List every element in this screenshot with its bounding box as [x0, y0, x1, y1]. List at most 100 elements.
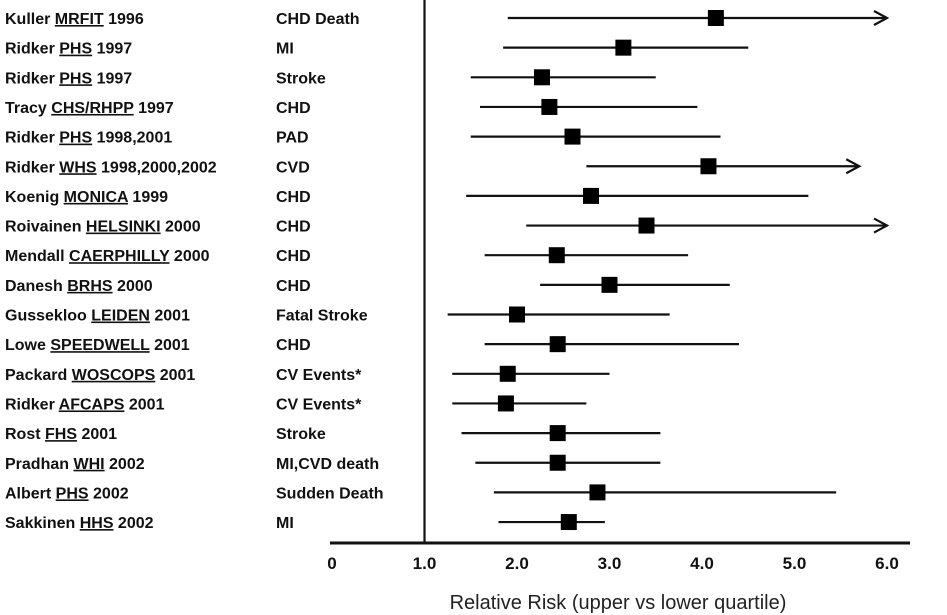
- point-estimate: [564, 128, 581, 145]
- study-label: Tracy CHS/RHPP 1997: [5, 100, 174, 117]
- study-row: Gussekloo LEIDEN 2001 Fatal Stroke: [5, 306, 670, 325]
- study-label: Ridker PHS 1998,2001: [5, 130, 172, 147]
- study-author: Tracy: [5, 100, 51, 117]
- study-year: 2002: [113, 515, 153, 532]
- point-estimate: [615, 39, 632, 56]
- point-estimate: [541, 98, 558, 115]
- endpoint-label: CHD: [276, 337, 311, 354]
- study-name: MRFIT: [55, 11, 104, 28]
- point-estimate: [638, 217, 655, 234]
- point-estimate: [548, 247, 565, 264]
- point-estimate: [549, 454, 566, 471]
- study-label: Roivainen HELSINKI 2000: [5, 219, 201, 236]
- study-name: FHS: [45, 426, 77, 443]
- point-estimate: [549, 425, 566, 442]
- endpoint-label: Stroke: [276, 426, 326, 443]
- x-tick-label: 3.0: [598, 554, 622, 573]
- study-row: Ridker PHS 1998,2001 PAD: [5, 128, 721, 147]
- point-estimate: [583, 187, 599, 204]
- study-name: WHS: [59, 159, 97, 176]
- study-row: Rost FHS 2001 Stroke: [5, 425, 661, 443]
- endpoint-label: CHD Death: [276, 11, 360, 28]
- point-estimate: [509, 306, 525, 323]
- point-estimate: [499, 365, 516, 382]
- endpoint-label: CHD: [276, 100, 311, 117]
- study-author: Pradhan: [5, 456, 73, 473]
- endpoint-label: MI,CVD death: [276, 456, 379, 473]
- endpoint-label: CV Events*: [276, 367, 362, 384]
- endpoint-label: CV Events*: [276, 396, 362, 413]
- endpoint-label: Stroke: [276, 70, 326, 87]
- study-author: Koenig: [5, 189, 64, 206]
- study-author: Danesh: [5, 278, 67, 295]
- endpoint-label: CVD: [276, 159, 310, 176]
- study-author: Gussekloo: [5, 308, 91, 325]
- study-label: Koenig MONICA 1999: [5, 189, 168, 206]
- point-estimate: [707, 10, 724, 26]
- point-estimate: [549, 336, 566, 353]
- endpoint-label: MI: [276, 41, 294, 58]
- x-tick-label: 1.0: [413, 554, 437, 573]
- study-row: Ridker WHS 1998,2000,2002 CVD: [5, 158, 862, 176]
- study-label: Danesh BRHS 2000: [5, 278, 153, 295]
- study-label: Ridker WHS 1998,2000,2002: [5, 159, 217, 176]
- study-label: Ridker AFCAPS 2001: [5, 396, 165, 413]
- study-year: 2001: [77, 426, 117, 443]
- study-name: PHS: [59, 70, 92, 87]
- study-label: Albert PHS 2002: [5, 485, 129, 502]
- study-author: Mendall: [5, 248, 69, 265]
- study-name: WOSCOPS: [72, 367, 156, 384]
- endpoint-label: Fatal Stroke: [276, 308, 368, 325]
- x-axis-ticks: 0 1.0 2.0 3.0 4.0 5.0 6.0: [327, 554, 899, 573]
- point-estimate: [497, 395, 514, 412]
- study-author: Ridker: [5, 396, 59, 413]
- study-row: Packard WOSCOPS 2001 CV Events*: [5, 365, 610, 384]
- study-name: CAERPHILLY: [69, 248, 170, 265]
- study-row: Ridker PHS 1997 MI: [5, 39, 749, 58]
- study-label: Pradhan WHI 2002: [5, 456, 145, 473]
- study-year: 1998,2000,2002: [97, 159, 217, 176]
- study-name: PHS: [59, 130, 92, 147]
- x-tick-label: 0: [327, 554, 336, 573]
- study-row: Danesh BRHS 2000 CHD: [5, 276, 730, 295]
- study-row: Tracy CHS/RHPP 1997 CHD: [5, 98, 698, 117]
- point-estimate: [533, 69, 550, 86]
- study-name: HELSINKI: [86, 219, 161, 236]
- study-label: Packard WOSCOPS 2001: [5, 367, 195, 384]
- study-row: Albert PHS 2002 Sudden Death: [5, 484, 837, 502]
- study-label: Gussekloo LEIDEN 2001: [5, 308, 190, 325]
- point-estimate: [700, 158, 717, 175]
- study-author: Lowe: [5, 337, 50, 354]
- study-row: Roivainen HELSINKI 2000 CHD: [5, 217, 890, 236]
- study-author: Packard: [5, 367, 72, 384]
- study-name: CHS/RHPP: [51, 100, 134, 117]
- study-name: HHS: [80, 515, 114, 532]
- study-year: 2001: [150, 337, 190, 354]
- study-author: Ridker: [5, 70, 59, 87]
- study-name: MONICA: [64, 189, 129, 206]
- point-estimate: [601, 276, 618, 293]
- study-author: Rost: [5, 426, 45, 443]
- study-row: Ridker AFCAPS 2001 CV Events*: [5, 395, 587, 413]
- study-row: Ridker PHS 1997 Stroke: [5, 69, 656, 87]
- endpoint-label: CHD: [276, 248, 311, 265]
- study-year: 1996: [104, 11, 144, 28]
- study-year: 2000: [161, 219, 201, 236]
- study-label: Ridker PHS 1997: [5, 41, 132, 58]
- study-year: 2000: [113, 278, 153, 295]
- endpoint-label: CHD: [276, 189, 311, 206]
- study-label: Ridker PHS 1997: [5, 70, 132, 87]
- point-estimate: [560, 514, 577, 531]
- study-row: Mendall CAERPHILLY 2000 CHD: [5, 247, 689, 265]
- study-label: Lowe SPEEDWELL 2001: [5, 337, 190, 354]
- study-year: 1997: [134, 100, 174, 117]
- x-tick-label: 5.0: [783, 554, 807, 573]
- study-year: 2000: [169, 248, 209, 265]
- study-author: Sakkinen: [5, 515, 80, 532]
- study-author: Ridker: [5, 159, 59, 176]
- study-author: Albert: [5, 485, 56, 502]
- study-year: 2001: [124, 396, 164, 413]
- study-year: 2001: [150, 308, 190, 325]
- study-name: LEIDEN: [91, 308, 150, 325]
- study-name: PHS: [59, 41, 92, 58]
